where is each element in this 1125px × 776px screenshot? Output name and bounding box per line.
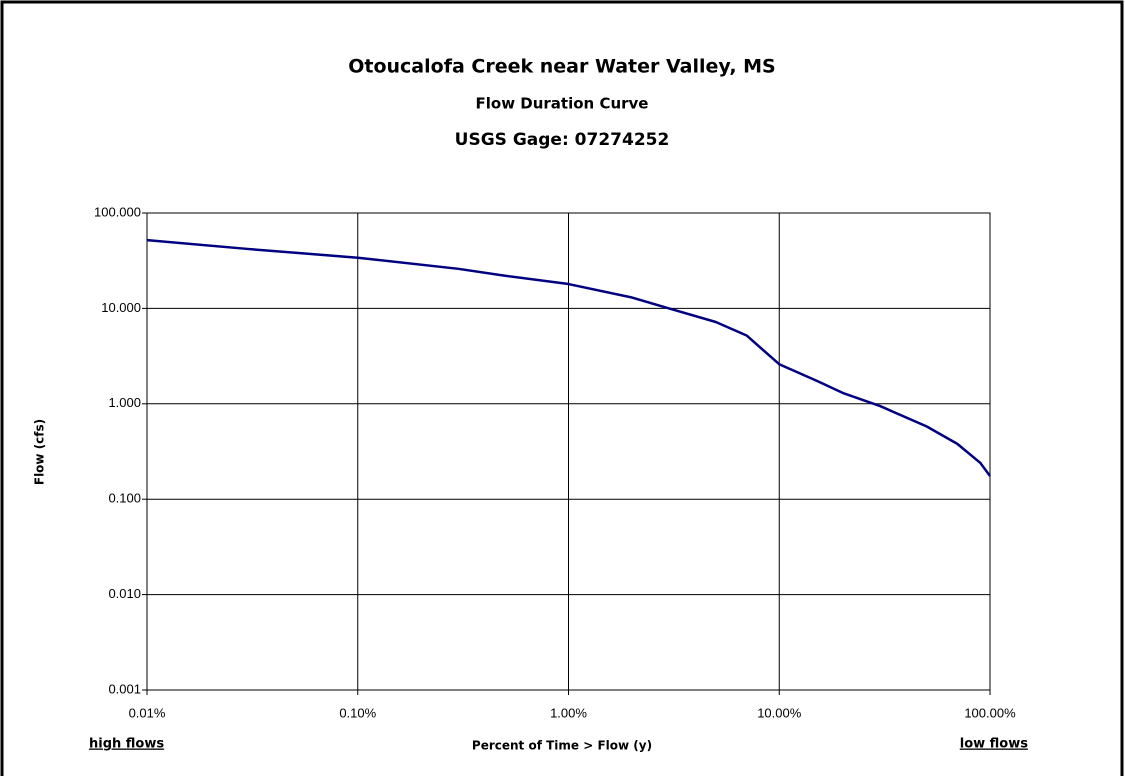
x-tick-label: 0.10% bbox=[339, 705, 376, 720]
annotation: low flows bbox=[960, 737, 1028, 752]
y-tick-label: 0.001 bbox=[108, 681, 141, 696]
y-tick-label: 0.100 bbox=[108, 491, 141, 506]
y-axis-label: Flow (cfs) bbox=[33, 419, 47, 485]
y-tick-label: 1.000 bbox=[108, 395, 141, 410]
y-tick-label: 10.000 bbox=[101, 300, 141, 315]
chart-title: Otoucalofa Creek near Water Valley, MS bbox=[348, 56, 776, 78]
x-tick-label: 100.00% bbox=[964, 705, 1016, 720]
chart-subtitle: Flow Duration Curve bbox=[476, 95, 649, 113]
flow-line bbox=[146, 238, 992, 477]
x-tick-label: 0.01% bbox=[129, 705, 166, 720]
x-axis-label: Percent of Time > Flow (y) bbox=[472, 739, 652, 753]
y-tick-label: 0.010 bbox=[108, 586, 141, 601]
x-tick-label: 1.00% bbox=[550, 705, 587, 720]
chart-subtitle: USGS Gage: 07274252 bbox=[455, 130, 670, 150]
annotation: high flows bbox=[89, 737, 164, 752]
plot-border bbox=[146, 212, 991, 691]
x-tick-label: 10.00% bbox=[757, 705, 802, 720]
y-tick-label: 100.000 bbox=[94, 204, 141, 219]
